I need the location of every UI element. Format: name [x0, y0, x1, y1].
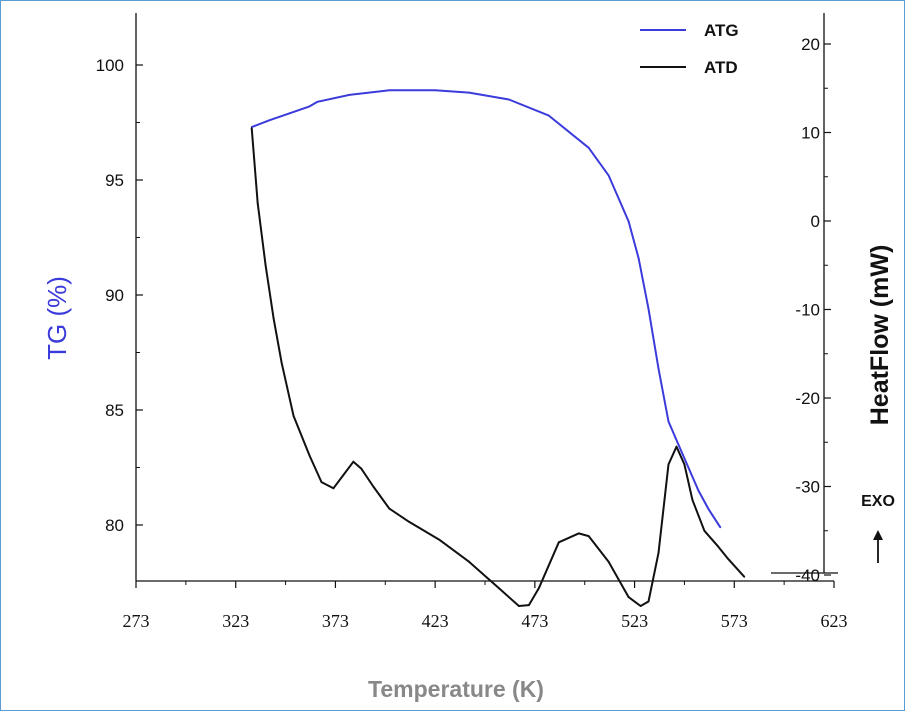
data-point-atg	[587, 146, 590, 149]
y-right-tick-label: -20	[795, 389, 820, 408]
series-line-atg	[251, 89, 722, 528]
y-right-tick-label: 20	[801, 35, 820, 54]
legend-label-atg: ATG	[704, 21, 739, 40]
data-point-atd	[388, 507, 391, 510]
x-tick-label: 323	[222, 611, 249, 631]
x-tick-label: 473	[521, 611, 548, 631]
data-point-atg	[308, 105, 311, 108]
x-tick-label: 423	[422, 611, 449, 631]
y-right-tick-label: -30	[795, 478, 820, 497]
data-point-atg	[434, 89, 436, 92]
data-point-atd	[468, 560, 470, 563]
data-point-atd	[657, 552, 660, 554]
data-point-atd	[639, 605, 642, 607]
y-left-tick-label: 100	[96, 56, 124, 75]
data-point-atd	[256, 202, 259, 205]
x-tick-label: 373	[322, 611, 349, 631]
data-point-atg	[637, 257, 640, 260]
data-point-atd	[518, 605, 520, 607]
x-tick-label: 573	[721, 611, 748, 631]
data-point-atd	[308, 454, 311, 457]
data-point-atd	[264, 264, 267, 267]
data-point-atg	[468, 91, 470, 94]
y-axis-left-label: TG (%)	[42, 276, 72, 360]
data-point-atg	[687, 466, 690, 469]
data-point-atd	[717, 545, 720, 548]
data-point-atd	[647, 600, 650, 603]
y-left-tick-label: 95	[105, 171, 124, 190]
data-point-atd	[577, 532, 580, 535]
data-point-atd	[360, 467, 363, 470]
data-point-atd	[727, 558, 730, 560]
data-point-atg	[388, 89, 391, 92]
data-point-atg	[348, 94, 351, 96]
data-point-atd	[607, 560, 610, 563]
data-point-atg	[316, 100, 319, 103]
data-point-atd	[438, 538, 440, 541]
series-layer	[250, 89, 746, 607]
data-point-atg	[697, 489, 700, 492]
data-point-atd	[703, 529, 706, 532]
arrow-up-icon	[873, 530, 883, 563]
data-point-atd	[683, 463, 686, 466]
data-point-atd	[557, 541, 560, 544]
data-point-atd	[320, 481, 323, 483]
y-left-tick-label: 85	[105, 401, 124, 420]
y-right-tick-label: 0	[811, 212, 820, 231]
data-point-atg	[547, 114, 550, 117]
data-point-atd	[537, 587, 540, 590]
data-point-atg	[268, 119, 271, 122]
data-point-atd	[292, 414, 295, 417]
data-point-atg	[719, 526, 722, 529]
data-point-atd	[408, 521, 411, 523]
data-point-atg	[508, 98, 510, 101]
data-point-atd	[691, 498, 694, 501]
axes	[135, 13, 838, 582]
data-point-atg	[288, 112, 291, 115]
y-right-tick-label: -40	[795, 566, 820, 585]
data-point-atg	[647, 307, 650, 310]
data-point-atd	[280, 361, 283, 364]
data-point-atd	[667, 463, 670, 466]
y-right-tick-label: 10	[801, 124, 820, 143]
data-point-atd	[675, 445, 678, 448]
data-point-atd	[627, 596, 630, 598]
data-point-atd	[498, 587, 500, 590]
data-point-atd	[352, 460, 355, 463]
data-point-atd	[743, 575, 746, 578]
data-point-atg	[657, 367, 660, 370]
ticks: 273 323 373 423 473 523 573 62380859095100-40-3…	[96, 35, 848, 631]
data-point-atd	[250, 127, 253, 129]
data-point-atd	[332, 487, 335, 490]
y-left-tick-label: 80	[105, 516, 124, 535]
x-axis-label: Temperature (K)	[368, 676, 544, 702]
data-point-atg	[707, 508, 710, 510]
series-line-atd	[250, 128, 746, 607]
legend-label-atd: ATD	[704, 58, 738, 77]
legend: ATG ATD	[640, 21, 739, 77]
data-point-atg	[667, 420, 670, 423]
data-point-atd	[587, 535, 590, 537]
data-point-atd	[372, 485, 375, 488]
y-right-tick-label: -10	[795, 301, 820, 320]
x-tick-label: 273	[123, 611, 150, 631]
data-point-atg	[627, 220, 630, 223]
x-tick-label: 623	[821, 611, 848, 631]
data-point-atg	[677, 443, 680, 446]
data-point-atd	[342, 474, 345, 476]
y-left-tick-label: 90	[105, 286, 124, 305]
x-tick-label: 523	[621, 611, 648, 631]
y-axis-right-label: HeatFlow (mW)	[866, 245, 894, 426]
data-point-atd	[272, 317, 275, 320]
data-point-atg	[607, 174, 610, 177]
exo-annotation: EXO	[861, 493, 895, 510]
data-point-atd	[528, 604, 530, 606]
